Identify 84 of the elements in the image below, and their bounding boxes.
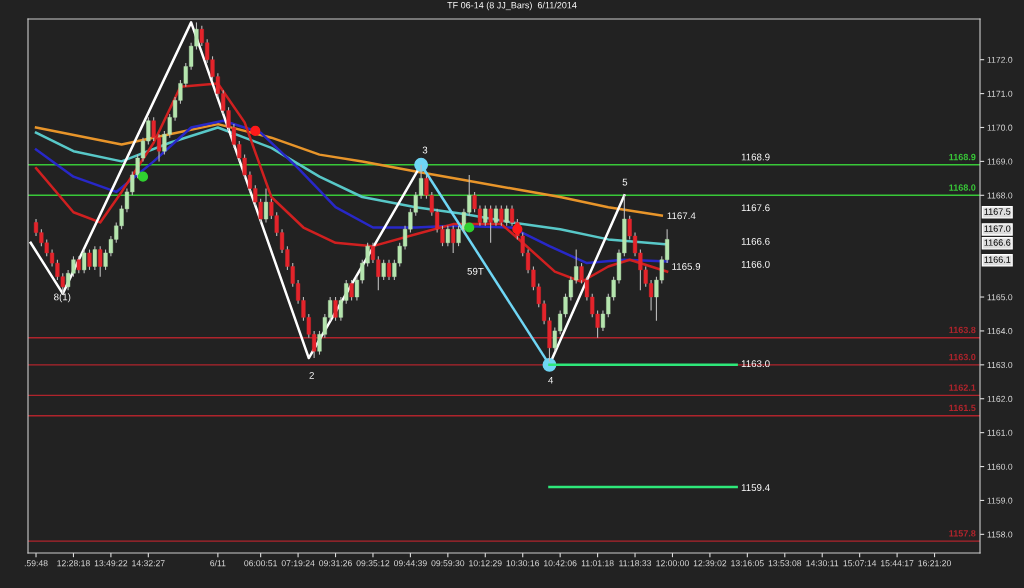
- annotation: 1159.4: [741, 484, 770, 491]
- x-tick-label: 15:44:17: [881, 560, 914, 567]
- y-tick-label: 1159.0: [987, 497, 1013, 504]
- annotation: 1163.0: [741, 360, 770, 368]
- text: 1166.1: [984, 256, 1011, 263]
- ref-line-label: 1161.5: [949, 404, 976, 412]
- y-tick-label: 1163.0: [987, 361, 1013, 369]
- point: [250, 125, 261, 136]
- point: [137, 171, 149, 182]
- point: [464, 222, 475, 233]
- x-tick-label: 09:44:39: [393, 560, 427, 567]
- x-tick-label: .59:48: [24, 560, 48, 567]
- y-tick-label: 1172.0: [987, 56, 1013, 63]
- ref-line-label: 1162.1: [949, 384, 976, 391]
- x-tick-label: 09:31:26: [319, 560, 352, 567]
- x-tick-label: 07:19:24: [281, 560, 315, 567]
- candlestick: [451, 225, 456, 254]
- candlestick: [92, 245, 97, 271]
- candlestick: [349, 279, 354, 301]
- annotation: 59T: [467, 267, 484, 275]
- candlestick: [87, 248, 92, 271]
- x-tick-label: 6/11: [210, 559, 226, 567]
- x-tick-label: 12:28:18: [57, 560, 90, 567]
- y-tick-label: 1169.0: [987, 158, 1013, 165]
- ref-line-label: 1157.8: [949, 530, 976, 537]
- candlestick: [504, 204, 509, 227]
- annotation: 1166.6: [741, 237, 770, 245]
- x-tick-label: 13:16:05: [731, 560, 764, 567]
- candlestick: [483, 204, 488, 227]
- y-tick-label: 1168.0: [987, 192, 1013, 199]
- candlestick: [263, 187, 269, 223]
- x-tick-label: 06:00:51: [244, 560, 277, 567]
- candlestick: [499, 204, 504, 227]
- line-series: [34, 119, 669, 265]
- text: 1167.0: [984, 225, 1011, 232]
- ref-line-label: 1163.8: [949, 326, 976, 334]
- y-tick-label: 1170.0: [987, 124, 1013, 131]
- annotation: 1165.9: [672, 263, 701, 270]
- point: [414, 157, 429, 172]
- x-tick-label: 10:12:29: [469, 560, 502, 567]
- x-tick-label: 12:00:00: [656, 560, 689, 567]
- x-tick-label: 14:30:11: [806, 560, 839, 567]
- y-tick-label: 1161.0: [987, 429, 1013, 436]
- candlestick: [381, 259, 386, 281]
- candlestick: [488, 204, 493, 244]
- x-tick-label: 09:59:30: [431, 560, 465, 567]
- x-tick-label: 13:53:08: [768, 560, 802, 567]
- y-tick-label: 1171.0: [987, 90, 1013, 97]
- annotation: 1166.0: [741, 260, 770, 268]
- x-tick-label: 12:39:02: [693, 560, 727, 567]
- annotation: 2: [309, 371, 314, 379]
- x-tick-label: 13:49:22: [94, 560, 128, 567]
- y-tick-label: 1160.0: [987, 463, 1013, 470]
- annotation: 1167.6: [741, 204, 770, 212]
- annotation: 1168.9: [741, 153, 770, 161]
- candlestick: [333, 296, 338, 322]
- text: 1167.5: [984, 208, 1011, 215]
- x-tick-label: 14:32:27: [132, 560, 165, 567]
- x-tick-label: 09:35:12: [356, 560, 390, 567]
- annotation: 1167.4: [667, 212, 696, 220]
- x-tick-label: 10:42:06: [544, 560, 577, 567]
- annotation: 8(1): [54, 293, 71, 303]
- y-tick-label: 1162.0: [987, 395, 1013, 402]
- annotation: 5: [622, 178, 628, 186]
- candlestick: [82, 248, 87, 274]
- annotation: 4: [548, 376, 554, 384]
- y-tick-label: 1158.0: [987, 531, 1013, 538]
- x-tick-label: 10:30:16: [506, 560, 540, 567]
- y-tick-label: 1165.0: [987, 294, 1013, 301]
- chart-title: TF 06-14 (8 JJ_Bars) 6/11/2014: [447, 1, 577, 11]
- x-tick-label: 11:01:18: [581, 560, 614, 567]
- x-tick-label: 11:18:33: [619, 560, 652, 567]
- annotation: 3: [422, 146, 428, 154]
- candlestick: [445, 225, 450, 247]
- ref-line-label: 1168.0: [949, 184, 976, 191]
- candlestick: [493, 204, 499, 227]
- ref-line-label: 1168.9: [949, 153, 976, 161]
- y-tick-label: 1164.0: [987, 328, 1013, 335]
- text: 1166.6: [984, 239, 1011, 246]
- candlestick: [386, 259, 392, 281]
- x-tick-label: 15:07:14: [843, 560, 877, 567]
- candlestick: [98, 245, 103, 278]
- ref-line-label: 1163.0: [949, 353, 976, 361]
- x-tick-label: 16:21:20: [918, 560, 951, 567]
